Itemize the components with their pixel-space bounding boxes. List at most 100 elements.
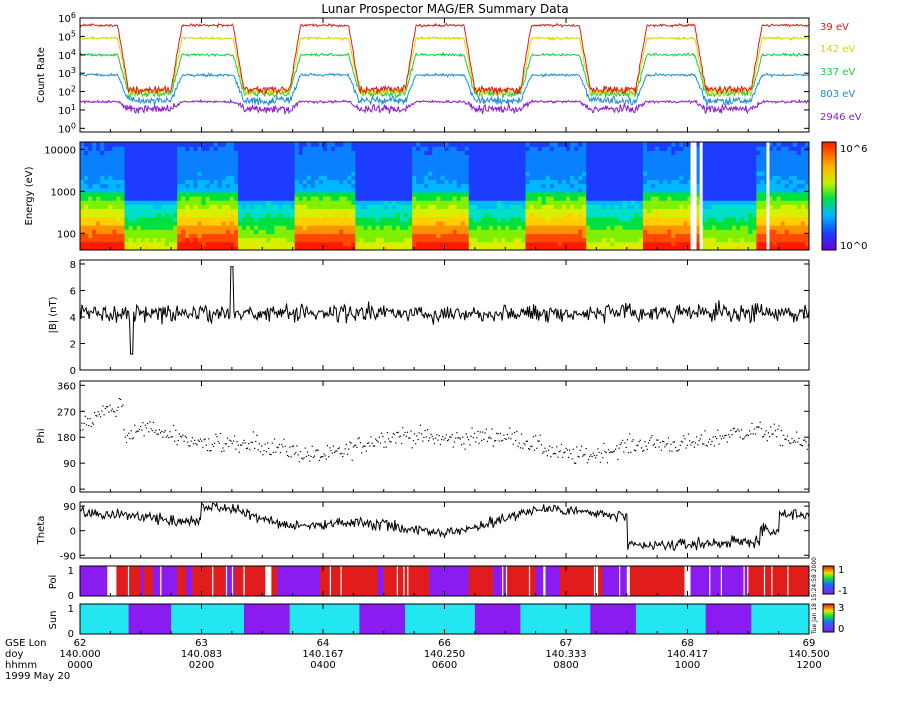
spectrogram-cell [311,179,316,184]
spectrogram-cell [376,154,381,159]
spectrogram-cell [347,150,352,155]
spectrogram-cell [100,163,105,168]
spectrogram-cell [121,188,126,193]
spectrogram-cell [720,225,725,230]
spectrogram-cell [752,213,757,218]
spectrogram-cell [84,221,89,226]
spectrogram-cell [744,188,749,193]
spectrogram-cell [234,196,239,201]
spectrogram-cell [173,221,178,226]
spectrogram-cell [453,159,458,164]
spectrogram-cell [420,142,425,147]
spectrogram-cell [744,208,749,213]
spectrogram-cell [777,208,782,213]
spectrogram-cell [108,208,113,213]
spectrogram-cell [226,154,231,159]
spectrogram-cell [295,154,300,159]
spectrogram-cell [469,175,474,180]
spectrogram-cell [477,238,482,243]
spectrogram-cell [497,242,502,247]
spectrogram-cell [246,200,251,205]
spectrogram-cell [278,204,283,209]
spectrogram-cell [736,225,741,230]
spectrogram-cell [501,225,506,230]
spectrogram-cell [493,175,498,180]
spectrogram-cell [550,192,555,197]
spectrogram-cell [173,229,178,234]
spectrogram-cell [748,188,753,193]
spectrogram-cell [611,200,616,205]
spectrogram-cell [100,208,105,213]
spectrogram-cell [376,159,381,164]
spectrogram-cell [307,213,312,218]
spectrogram-cell [287,142,292,147]
spectrogram-cell [801,192,806,197]
spectrogram-cell [704,196,709,201]
spectrogram-cell [493,221,498,226]
spectrogram-cell [752,142,757,147]
spectrogram-cell [153,188,158,193]
spectrogram-cell [270,146,275,151]
spectrogram-cell [234,142,239,147]
spectrogram-cell [347,184,352,189]
spectrogram-cell [663,208,668,213]
spectrogram-cell [149,213,154,218]
spectrogram-cell [793,171,798,176]
phi-point [174,441,175,442]
spectrogram-cell [153,225,158,230]
spectrogram-cell [558,200,563,205]
spectrogram-cell [546,188,551,193]
spectrogram-cell [88,233,93,238]
spectrogram-cell [291,242,296,247]
spectrogram-cell [339,238,344,243]
spectrogram-cell [376,192,381,197]
spectrogram-cell [521,150,526,155]
spectrogram-cell [157,233,162,238]
spectrogram-cell [501,221,506,226]
spectrogram-cell [258,221,263,226]
spectrogram-cell [197,184,202,189]
spectrogram-cell [469,184,474,189]
spectrogram-cell [165,192,170,197]
spectrogram-cell [283,192,288,197]
spectrogram-cell [84,163,89,168]
spectrogram-cell [607,159,612,164]
spectrogram-cell [647,171,652,176]
spectrogram-cell [534,150,539,155]
spectrogram-cell [339,150,344,155]
spectrogram-cell [675,146,680,151]
spectrogram-cell [226,200,231,205]
spectrogram-cell [598,221,603,226]
spectrogram-cell [748,179,753,184]
spectrogram-cell [675,217,680,222]
spectrogram-cell [274,150,279,155]
spectrogram-cell [554,242,559,247]
spectrogram-cell [121,146,126,151]
spectrogram-cell [104,200,109,205]
spectrogram-cell [347,208,352,213]
spectrogram-cell [570,154,575,159]
spectrogram-cell [287,204,292,209]
spectrogram-cell [380,188,385,193]
spectrogram-cell [619,196,624,201]
spectrogram-cell [392,229,397,234]
spectrogram-cell [169,159,174,164]
spectrogram-cell [485,217,490,222]
spectrogram-cell [303,188,308,193]
spectrogram-cell [436,192,441,197]
spectrogram-cell [283,159,288,164]
spectrogram-cell [307,146,312,151]
spectrogram-cell [133,213,138,218]
spectrogram-cell [157,163,162,168]
spectrogram-cell [274,196,279,201]
spectrogram-cell [756,204,761,209]
spectrogram-cell [732,146,737,151]
spectrogram-cell [96,233,101,238]
spectrogram-cell [404,171,409,176]
spectrogram-cell [607,208,612,213]
spectrogram-cell [270,204,275,209]
spectrogram-cell [412,229,417,234]
spectrogram-cell [185,221,190,226]
spectrogram-cell [331,167,336,172]
spectrogram-cell [258,146,263,151]
